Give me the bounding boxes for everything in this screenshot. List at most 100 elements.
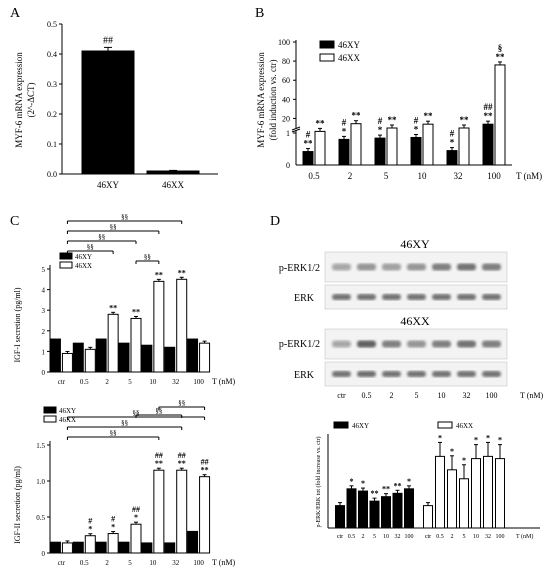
mark-46xx-0: **	[316, 118, 326, 128]
legend-label-46xx: 46XX	[456, 422, 473, 430]
x-tick-label: 5	[463, 534, 466, 540]
bar-46xy-10	[141, 344, 153, 373]
bar-46xx-0.5	[314, 130, 326, 166]
bar-46xy-0.5	[302, 151, 314, 166]
blot-lane-label: 2	[390, 391, 394, 400]
significance-mark: *	[474, 436, 478, 445]
blot-band	[482, 263, 501, 271]
legend-label-46xy: 46XY	[75, 253, 92, 261]
blot-label-perk-xx: p-ERK1/2	[279, 339, 320, 350]
x-tick-label: 5	[128, 378, 132, 386]
chart-a-myf6-expression: 0.0 0.1 0.2 0.3 0.4 0.5 ## 46XY 46XX MYF-6 mRNA e…	[14, 20, 218, 190]
bar-46xy-2	[338, 138, 350, 166]
blot-band	[407, 294, 426, 300]
y-tick-label: 0.4	[47, 50, 57, 59]
axis-break-1	[291, 128, 301, 133]
bar-46xy-10	[141, 542, 153, 554]
bar-46xx-10	[471, 458, 481, 529]
mark-46xx-1: *	[111, 523, 115, 532]
significance-mark: *	[407, 477, 411, 486]
mark-46xx-1: *	[88, 525, 92, 534]
x-tick-label: ctr	[337, 534, 343, 540]
x-axis-label: T (nM)	[516, 171, 542, 181]
blot-band	[432, 294, 451, 300]
bar-46xy-5	[118, 342, 130, 373]
x-tick-label: ctr	[58, 378, 66, 386]
bar-46xy-ctr	[49, 338, 61, 373]
y-tick-label: 0	[42, 369, 46, 377]
y-tick-label: 5	[42, 266, 46, 274]
bar-46xy-ctr	[335, 505, 345, 529]
x-tick-label: 100	[487, 171, 501, 181]
blot-lane-label: 0.5	[362, 391, 372, 400]
mark-46xx-0: **	[460, 115, 470, 125]
mark-46xx-0: #	[111, 515, 115, 524]
mark-46xx-1: **	[496, 52, 506, 62]
blot-band	[457, 340, 476, 348]
legend-swatch-46xy	[319, 40, 335, 49]
bar-46xx-32	[458, 127, 470, 166]
legend-label-46xx: 46XX	[59, 416, 76, 424]
panel-letter-b: B	[255, 6, 265, 21]
significance-mark: **	[371, 489, 379, 498]
bar-46xx-100	[494, 64, 506, 166]
x-tick-label: 10	[383, 534, 389, 540]
mark-46xx-1: *	[134, 513, 138, 522]
y-tick-label: 0	[286, 161, 290, 170]
legend-swatch-46xy	[43, 406, 57, 414]
blot-band	[432, 340, 451, 348]
bar-46xy-2	[358, 490, 368, 529]
legend-label-46xx: 46XX	[75, 262, 92, 270]
blot-label-erk-xy: ERK	[294, 293, 315, 304]
bar-46xy-2	[95, 541, 107, 554]
blot-lane-label: 10	[438, 391, 446, 400]
y-tick-label: 0.5	[36, 514, 45, 522]
x-tick-label: 32	[172, 378, 180, 386]
mark-46xx-0: **	[352, 111, 362, 121]
significance-mark: *	[498, 436, 502, 445]
bar-46xy-32	[446, 150, 458, 166]
bar-46xy-5	[374, 137, 386, 166]
significance-mark: *	[350, 477, 354, 486]
y-tick-label: 80	[282, 57, 290, 66]
bar-46xx-2	[447, 469, 457, 529]
x-tick-label: 5	[128, 559, 132, 567]
mark-46xx-0: ##	[201, 458, 209, 467]
bar-46xx-2	[350, 123, 362, 166]
bar-46xy-32	[164, 346, 176, 373]
blot-lane-label: 5	[415, 391, 419, 400]
blot-band	[457, 294, 476, 300]
sig-bracket-label: §§	[121, 419, 128, 427]
chart-c-igf1-secretion: 0 1 2 3 4 5 ctr 0.5 ** 2 ** 5 ** 10 ** 32 100 T (nM) IGF-I…	[13, 213, 236, 386]
y-tick-label: 100	[278, 38, 290, 47]
bar-46xy-100	[404, 488, 414, 529]
x-tick-label: 32	[395, 534, 401, 540]
x-tick-label: 32	[485, 534, 491, 540]
bar-46xy-5	[118, 541, 130, 554]
panel-letter-d: D	[270, 214, 281, 229]
bar-46XX	[146, 170, 200, 175]
y-tick-label: 1.0	[36, 478, 45, 486]
bar-46xx-10	[422, 123, 434, 166]
y-tick-label: 60	[282, 76, 290, 85]
legend-label-46xy: 46XY	[352, 422, 369, 430]
y-axis-label-2: (2^-ΔCT)	[26, 82, 36, 117]
sig-bracket-label: §§	[155, 407, 162, 415]
y-tick-label: 1.5	[36, 442, 45, 450]
mark-46xy-1: **	[304, 139, 314, 149]
mark-46xy-0: #	[306, 130, 311, 140]
mark-46xy-1: *	[414, 124, 419, 134]
bar-46xx-10	[153, 280, 165, 373]
blot-band	[382, 340, 401, 348]
x-tick-label: 100	[405, 534, 414, 540]
mark-46xy-1: *	[450, 138, 455, 148]
legend-swatch-46xy	[333, 421, 349, 429]
significance-mark: ##	[103, 35, 113, 46]
western-blots: 46XY p-ERK1/2 ERK 46XX p-ERK1/2 ERK ctr 0…	[279, 237, 544, 400]
significance-mark: *	[361, 479, 365, 488]
bar-46xy-10	[381, 496, 391, 529]
blot-band	[457, 371, 476, 377]
y-tick-label: 20	[282, 114, 290, 123]
y-tick-label: 0.5	[47, 20, 57, 29]
